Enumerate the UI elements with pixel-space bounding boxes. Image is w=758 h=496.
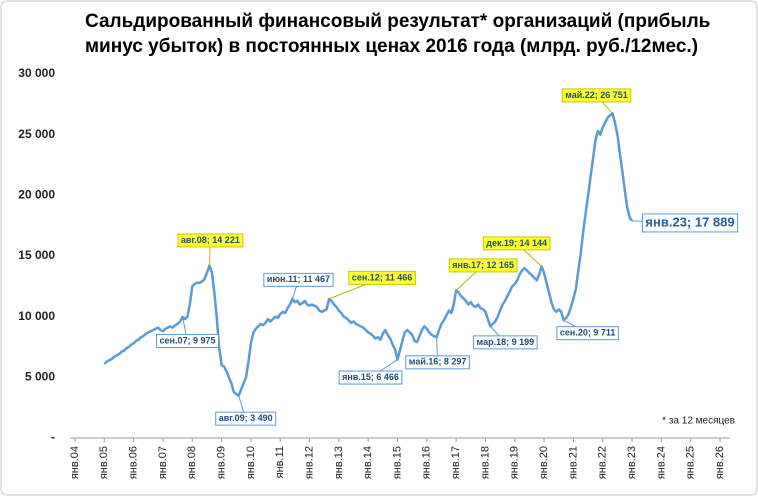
x-tick-label: янв.18 (479, 446, 491, 479)
data-label: янв.17; 12 165 (452, 260, 514, 270)
value-label: янв.23; 17 889 (632, 213, 739, 233)
x-tick-label: янв.16 (421, 446, 433, 479)
label-box (556, 326, 619, 341)
value-label: июн.11; 11 467 (263, 272, 334, 300)
data-label: янв.23; 17 889 (645, 214, 734, 229)
chart-title: минус убыток) в постоянных ценах 2016 го… (85, 36, 698, 57)
label-box (473, 335, 538, 350)
y-tick-label: 5 000 (25, 370, 55, 384)
label-box (263, 272, 334, 287)
x-tick-label: янв.07 (157, 446, 169, 479)
data-label: май.22; 26 751 (565, 90, 628, 100)
data-label: янв.15; 6 466 (342, 372, 399, 382)
data-label: сен.20; 9 711 (560, 328, 615, 338)
x-tick-label: янв.10 (245, 446, 257, 479)
value-label: дек.19; 14 144 (482, 236, 551, 267)
value-label: сен.12; 11 466 (328, 270, 416, 300)
x-tick-label: янв.23 (626, 446, 638, 479)
label-box (405, 355, 470, 370)
data-label: сен.07; 9 975 (160, 335, 216, 345)
y-tick-label: 30 000 (18, 66, 55, 80)
x-tick-label: янв.11 (274, 446, 286, 478)
data-label: дек.19; 14 144 (486, 238, 547, 248)
data-label: май.16; 8 297 (409, 357, 467, 367)
y-tick-label: 10 000 (18, 309, 55, 323)
x-tick-label: янв.25 (685, 446, 697, 479)
data-label: сен.12; 11 466 (352, 272, 413, 282)
value-label: май.22; 26 751 (561, 88, 632, 114)
x-tick-label: янв.19 (509, 446, 521, 479)
data-label: авг.08; 14 221 (181, 235, 240, 245)
x-tick-label: янв.20 (538, 446, 550, 479)
x-tick-label: янв.14 (362, 446, 374, 479)
x-tick-label: янв.12 (303, 446, 315, 479)
data-label: мар.18; 9 199 (477, 337, 535, 347)
value-label: сен.20; 9 711 (556, 319, 619, 341)
data-label: июн.11; 11 467 (267, 274, 330, 284)
x-tick-label: янв.06 (128, 446, 140, 479)
x-tick-label: янв.08 (186, 446, 198, 479)
label-box (156, 333, 219, 348)
label-box (561, 88, 632, 103)
value-label: мар.18; 9 199 (473, 326, 538, 350)
value-label: янв.17; 12 165 (448, 258, 518, 291)
x-tick-label: янв.04 (69, 446, 81, 479)
value-label: авг.09; 3 490 (215, 395, 277, 426)
y-tick-label: - (51, 430, 55, 444)
x-tick-label: янв.21 (567, 446, 579, 479)
x-tick-label: янв.15 (391, 446, 403, 479)
value-label: янв.15; 6 466 (338, 359, 403, 385)
x-tick-label: янв.22 (597, 446, 609, 479)
label-box (177, 233, 244, 248)
y-tick-label: 20 000 (18, 188, 55, 202)
label-box (338, 370, 403, 385)
label-box (448, 258, 518, 273)
y-tick-label: 25 000 (18, 127, 55, 141)
x-tick-label: янв.26 (714, 446, 726, 479)
x-tick-label: янв.09 (215, 446, 227, 479)
x-tick-label: янв.13 (333, 446, 345, 479)
data-line (103, 112, 634, 397)
x-tick-label: янв.24 (655, 446, 667, 479)
value-label: сен.07; 9 975 (156, 316, 219, 348)
label-box (641, 213, 739, 233)
label-box (482, 236, 551, 251)
label-box (215, 411, 277, 426)
x-tick-label: янв.05 (98, 446, 110, 479)
value-label: май.16; 8 297 (405, 337, 470, 370)
data-label: авг.09; 3 490 (219, 413, 273, 423)
value-label: авг.08; 14 221 (177, 233, 244, 266)
footnote: * за 12 месяцев (662, 416, 735, 427)
y-tick-label: 15 000 (18, 248, 55, 262)
x-tick-label: янв.17 (450, 446, 462, 479)
chart-title: Сальдированный финансовый результат* орг… (85, 11, 710, 32)
label-box (348, 270, 416, 285)
